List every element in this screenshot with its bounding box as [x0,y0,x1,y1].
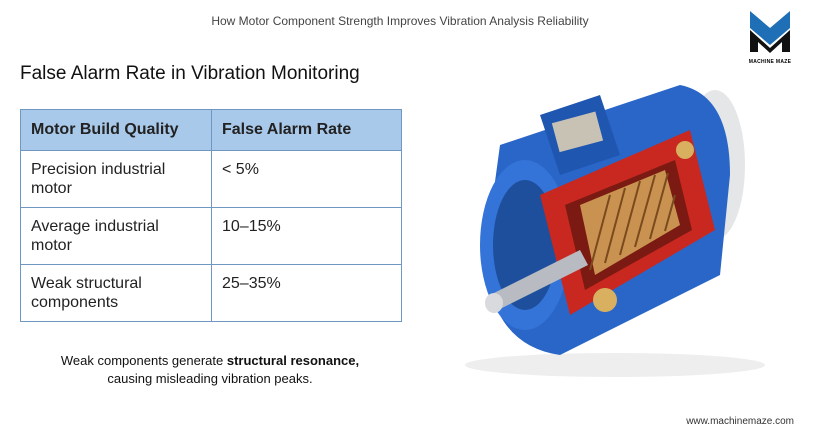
motor-illustration [465,85,765,377]
caption-text: causing misleading vibration peaks. [107,371,313,386]
footer-url: www.machinemaze.com [686,416,794,427]
table-cell: Precision industrial motor [20,150,212,208]
table-row: Weak structural components 25–35% [20,264,402,322]
table-cell: 25–35% [211,264,402,322]
column-header: False Alarm Rate [211,109,402,151]
table-row: Average industrial motor 10–15% [20,207,402,265]
table-cell: < 5% [211,150,402,208]
header-title: How Motor Component Strength Improves Vi… [211,14,589,28]
logo-mark [750,11,790,53]
table-header: Motor Build Quality False Alarm Rate [20,109,402,151]
logo: MACHINE MAZE [745,8,795,65]
table-row: Precision industrial motor < 5% [20,150,402,208]
logo-text: MACHINE MAZE [748,59,792,65]
caption-emphasis: structural resonance, [226,353,360,368]
column-header: Motor Build Quality [20,109,212,151]
data-table: Motor Build Quality False Alarm Rate Pre… [20,109,402,322]
table-cell: Average industrial motor [20,207,212,265]
caption: Weak components generate structural reso… [20,352,400,388]
table-cell: Weak structural components [20,264,212,322]
table-cell: 10–15% [211,207,402,265]
caption-text: Weak components generate [60,353,227,368]
section-title: False Alarm Rate in Vibration Monitoring [20,63,360,84]
